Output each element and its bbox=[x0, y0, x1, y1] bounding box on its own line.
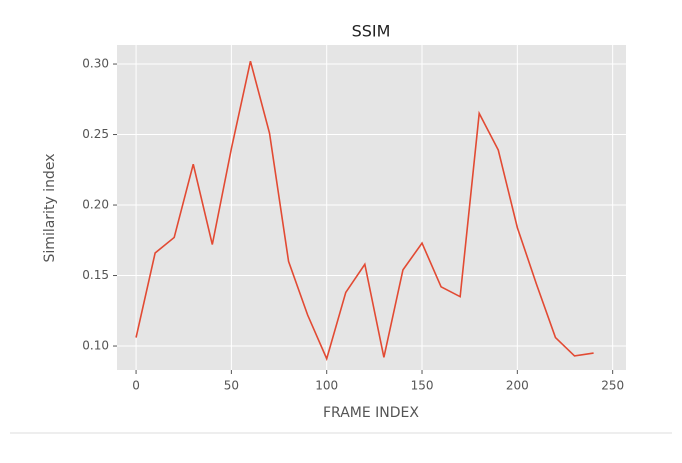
x-tick-label: 100 bbox=[315, 379, 338, 393]
y-tick-label: 0.30 bbox=[82, 57, 109, 71]
x-tick-label: 0 bbox=[132, 379, 140, 393]
x-tick-label: 50 bbox=[224, 379, 239, 393]
y-tick-label: 0.20 bbox=[82, 198, 109, 212]
y-axis-label: Similarity index bbox=[42, 154, 58, 263]
x-axis-label: FRAME INDEX bbox=[323, 405, 419, 421]
x-tick-label: 150 bbox=[411, 379, 434, 393]
x-tick-label: 200 bbox=[506, 379, 529, 393]
y-tick-label: 0.25 bbox=[82, 127, 109, 141]
x-tick-label: 250 bbox=[601, 379, 624, 393]
series-line bbox=[135, 61, 594, 362]
plot-area bbox=[117, 45, 626, 370]
chart-title: SSIM bbox=[352, 22, 391, 41]
y-tick-label: 0.15 bbox=[82, 268, 109, 282]
y-tick-label: 0.10 bbox=[82, 339, 109, 353]
